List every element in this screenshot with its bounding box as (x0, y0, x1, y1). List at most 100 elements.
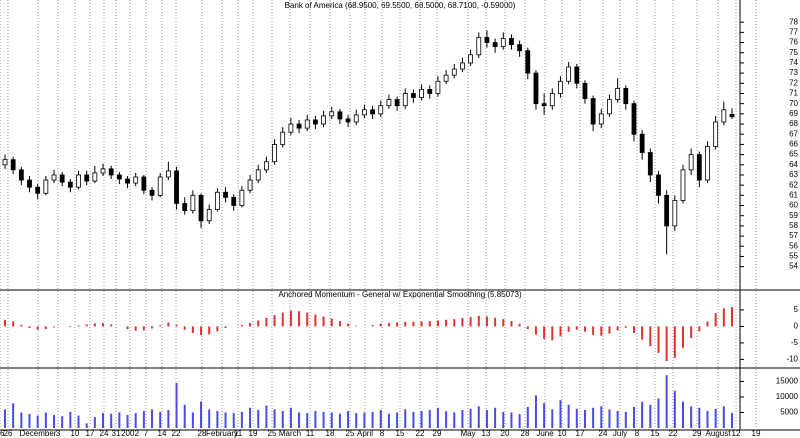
bar (4, 409, 6, 428)
x-tick-label: 28 (198, 429, 207, 438)
bar (592, 407, 595, 428)
bar (510, 412, 513, 428)
bar (355, 413, 358, 428)
candle-body (549, 93, 555, 107)
bar (249, 323, 252, 327)
candle-body (280, 131, 286, 145)
bar (306, 413, 309, 428)
bar (567, 404, 570, 428)
bar (159, 325, 162, 327)
y-tick-label: 62 (789, 180, 798, 189)
bar (477, 315, 480, 327)
bar (53, 414, 56, 428)
bar (404, 321, 407, 327)
bar (240, 325, 243, 327)
bar (61, 416, 64, 428)
candle-body (223, 191, 228, 198)
x-tick-label: 17 (576, 429, 585, 438)
bar (200, 401, 203, 428)
candle-body (525, 50, 531, 74)
candle-body (574, 66, 580, 84)
bar (379, 323, 382, 327)
bar (673, 390, 676, 428)
bar (526, 406, 529, 428)
y-tick-label: 69 (789, 109, 798, 118)
x-tick-label: April (357, 429, 373, 438)
candle-body (558, 80, 563, 94)
x-tick-label: 25 (346, 429, 355, 438)
bar (453, 319, 456, 327)
candle-body (566, 66, 572, 82)
bar (200, 326, 203, 335)
y-tick-label: 60 (789, 201, 798, 210)
y-tick-label: 58 (789, 221, 798, 230)
bar (731, 413, 733, 428)
bar (208, 409, 211, 428)
candle-body (590, 98, 596, 125)
bar (371, 411, 374, 428)
y-tick-label: 74 (789, 58, 798, 67)
bar (330, 318, 333, 327)
bar (551, 326, 554, 341)
bar (518, 414, 521, 428)
x-tick-label: 31 (112, 429, 121, 438)
bar (526, 326, 529, 330)
bar (216, 326, 219, 332)
candle-body (484, 37, 490, 43)
bar (722, 308, 725, 327)
bar (624, 411, 627, 428)
bar (183, 404, 186, 428)
candle-body (623, 87, 629, 105)
candle-body (639, 133, 645, 153)
bar (706, 321, 709, 327)
x-tick-label: 29 (693, 429, 702, 438)
bar (110, 324, 113, 327)
bar (428, 409, 431, 428)
bar (4, 319, 6, 327)
bar (338, 413, 341, 428)
candle-body (157, 176, 163, 196)
bar (126, 414, 129, 428)
candle-body (304, 119, 310, 129)
candle-body (18, 169, 24, 181)
candle-body (329, 111, 335, 117)
candle-body (288, 123, 294, 133)
bar (322, 411, 325, 428)
candle-body (10, 159, 16, 171)
bar (543, 403, 546, 428)
bar (665, 326, 668, 362)
bar (118, 412, 121, 428)
bar (469, 317, 472, 327)
candle-body (108, 168, 114, 176)
bar (159, 411, 162, 428)
y-tick-label: 55 (789, 252, 798, 261)
candle-body (35, 186, 41, 194)
y-tick-label: 5000 (780, 408, 798, 417)
bar (641, 401, 644, 428)
bar (53, 326, 56, 328)
x-tick-label: 22 (416, 429, 425, 438)
bar (681, 401, 684, 428)
bar (412, 411, 415, 428)
bar (600, 326, 603, 336)
bar (102, 413, 105, 428)
y-tick-label: 76 (789, 38, 798, 47)
candle-body (92, 172, 98, 182)
bar (175, 382, 178, 428)
y-tick-label: 65 (789, 150, 798, 159)
bar (420, 410, 423, 428)
y-tick-label: 67 (789, 129, 798, 138)
bar (412, 321, 415, 327)
candle-body (443, 74, 449, 82)
bar (387, 413, 390, 428)
bar (93, 417, 96, 428)
x-tick-label: 12 (732, 429, 741, 438)
bar (273, 409, 276, 428)
bar (649, 404, 652, 428)
bar (281, 410, 284, 428)
bar (134, 413, 137, 428)
bar (534, 326, 537, 335)
bar (477, 406, 480, 428)
candle-body (378, 105, 384, 115)
y-tick-label: 73 (789, 68, 798, 77)
